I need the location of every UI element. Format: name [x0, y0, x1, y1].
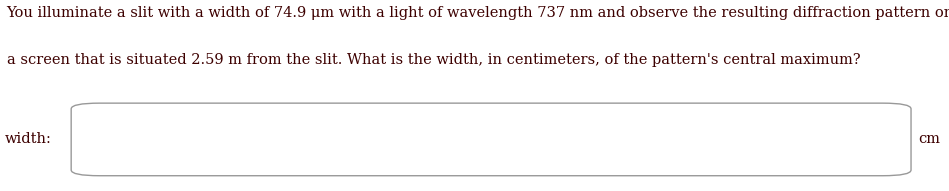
Text: You illuminate a slit with a width of 74.9 μm with a light of wavelength 737 nm : You illuminate a slit with a width of 74… — [7, 6, 949, 20]
Text: cm: cm — [919, 132, 940, 146]
FancyBboxPatch shape — [71, 103, 911, 176]
Text: a screen that is situated 2.59 m from the slit. What is the width, in centimeter: a screen that is situated 2.59 m from th… — [7, 53, 860, 67]
Text: width:: width: — [5, 132, 51, 146]
